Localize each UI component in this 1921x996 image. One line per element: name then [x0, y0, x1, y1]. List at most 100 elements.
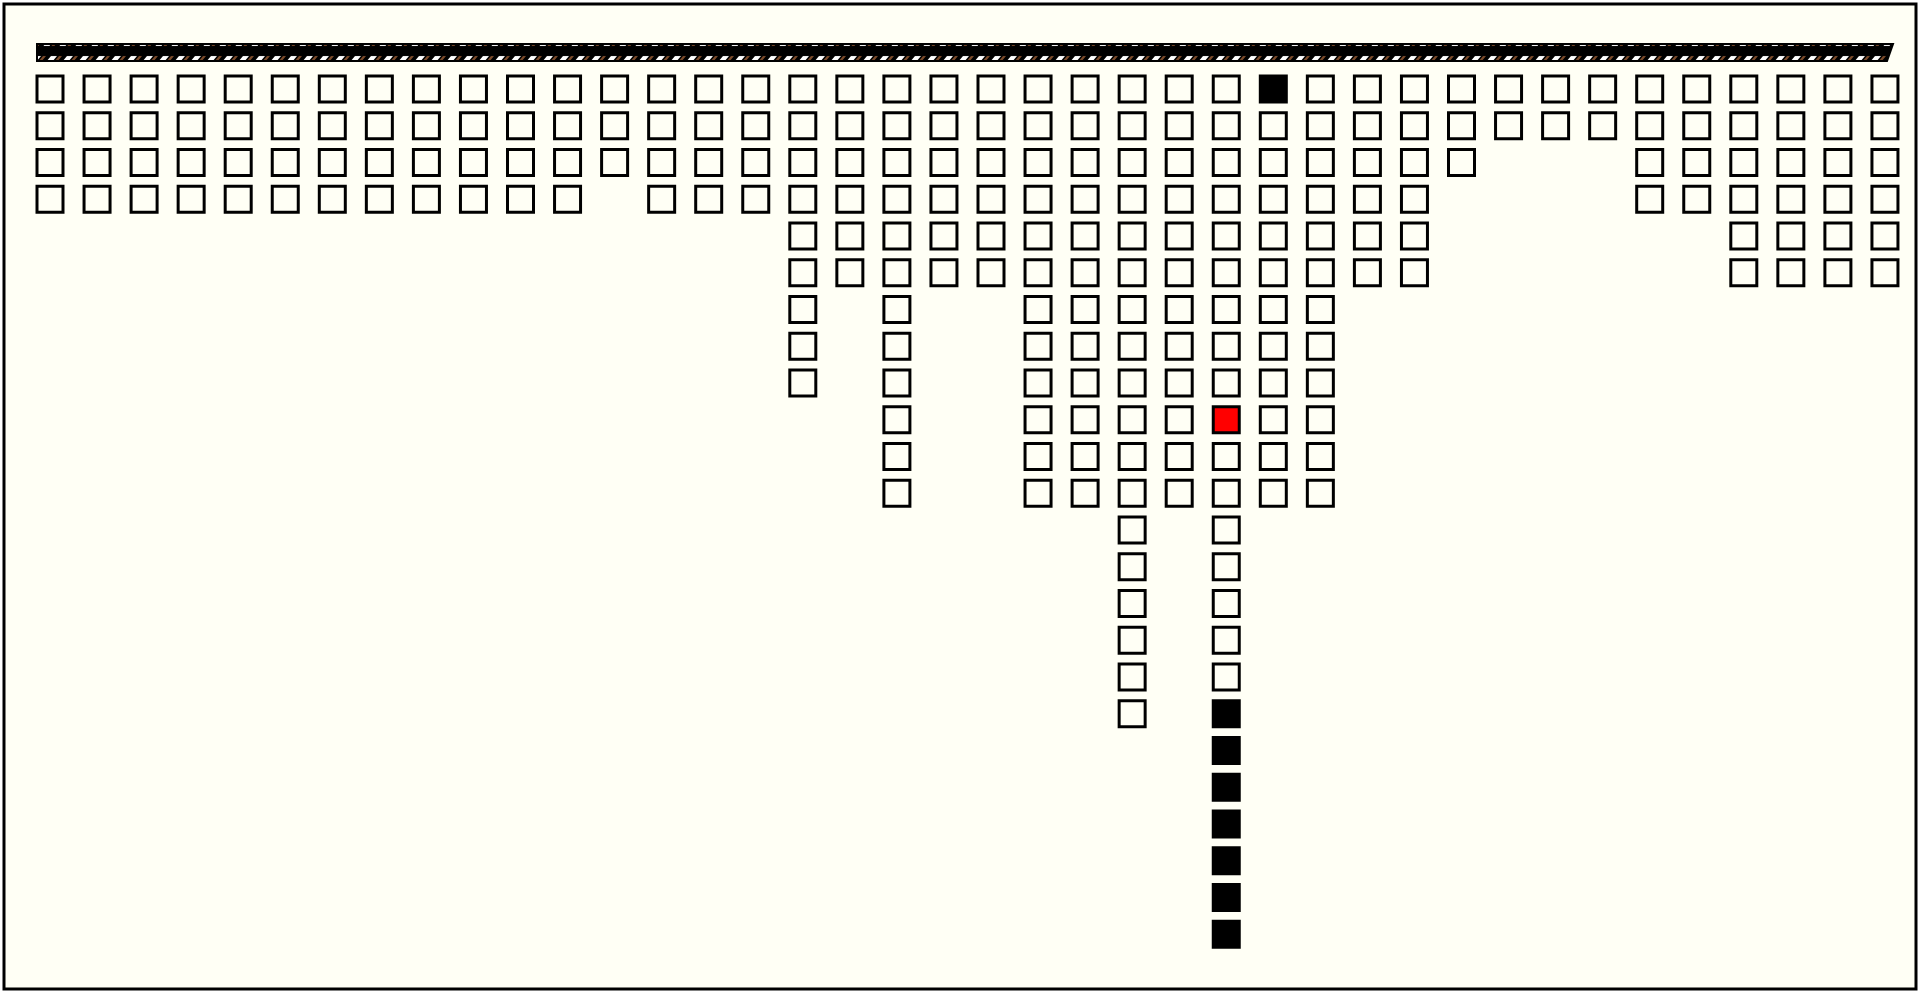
cell	[1164, 74, 1194, 104]
cell-grid	[35, 74, 1900, 949]
highlight-cell	[1211, 405, 1241, 435]
cell	[1117, 515, 1147, 545]
cell	[1070, 295, 1100, 324]
cell	[1682, 111, 1712, 141]
cell	[1776, 258, 1806, 288]
cell	[1023, 295, 1053, 324]
cell	[1823, 221, 1853, 251]
cell	[1023, 111, 1053, 141]
cell	[835, 184, 865, 214]
cell	[1117, 625, 1147, 655]
cell	[976, 184, 1006, 214]
cell	[129, 148, 159, 177]
cell	[82, 74, 112, 104]
cell	[694, 184, 724, 214]
cell	[1776, 111, 1806, 141]
cell	[1447, 74, 1476, 104]
cell	[788, 111, 818, 141]
cell	[1070, 258, 1100, 288]
cell	[1023, 184, 1053, 214]
cell	[176, 184, 206, 214]
cell	[1399, 258, 1429, 288]
cell	[1729, 258, 1759, 288]
cell	[1164, 442, 1194, 471]
cell	[1776, 74, 1806, 104]
cell	[364, 184, 394, 214]
cell	[35, 148, 65, 177]
cell	[1352, 148, 1382, 177]
cell	[1352, 258, 1382, 288]
filled-cell	[1211, 699, 1241, 729]
cell	[1117, 589, 1147, 618]
cell	[1635, 111, 1665, 141]
cell	[1682, 184, 1712, 214]
cell	[929, 111, 959, 141]
cell	[1635, 148, 1665, 177]
cell	[1164, 221, 1194, 251]
cell	[129, 111, 159, 141]
cell	[1258, 184, 1288, 214]
cell	[1070, 405, 1100, 435]
cell	[364, 148, 394, 177]
filled-cell	[1211, 809, 1241, 839]
cell	[882, 258, 912, 288]
cell	[1117, 184, 1147, 214]
cell	[1023, 74, 1053, 104]
cell	[1729, 74, 1759, 104]
cell	[506, 111, 535, 141]
cell	[317, 184, 347, 214]
cell	[270, 111, 300, 141]
cell	[1023, 442, 1053, 471]
cell	[458, 74, 488, 104]
cell	[270, 148, 300, 177]
cell	[458, 148, 488, 177]
cell	[223, 111, 253, 141]
cell	[1682, 74, 1712, 104]
cell	[1541, 74, 1571, 104]
cell	[1211, 331, 1241, 361]
cell	[223, 74, 253, 104]
cell	[1070, 478, 1100, 508]
cell	[411, 111, 441, 141]
filled-cell	[1211, 919, 1241, 949]
cell	[929, 184, 959, 214]
cell	[1117, 478, 1147, 508]
cell	[176, 148, 206, 177]
cell	[1023, 405, 1053, 435]
cell	[1070, 221, 1100, 251]
cell	[1776, 184, 1806, 214]
cell	[82, 184, 112, 214]
cell	[788, 295, 818, 324]
cell	[1117, 111, 1147, 141]
curtain-rail	[36, 43, 1895, 62]
cell	[1023, 258, 1053, 288]
cell	[1258, 221, 1288, 251]
cell	[647, 184, 677, 214]
cell	[1164, 405, 1194, 435]
cell	[929, 258, 959, 288]
cell	[741, 111, 771, 141]
cell	[1117, 405, 1147, 435]
cell	[1258, 331, 1288, 361]
cell	[506, 148, 535, 177]
cell	[1211, 442, 1241, 471]
cell	[1305, 478, 1335, 508]
cell	[1823, 258, 1853, 288]
cell	[1729, 184, 1759, 214]
cell	[929, 221, 959, 251]
cell	[1305, 148, 1335, 177]
cell	[317, 111, 347, 141]
cell	[741, 148, 771, 177]
cell	[788, 184, 818, 214]
cell	[458, 184, 488, 214]
cell	[600, 148, 630, 177]
cell	[223, 148, 253, 177]
cell	[129, 74, 159, 104]
cell	[1211, 552, 1241, 582]
cell	[1117, 295, 1147, 324]
cell	[647, 148, 677, 177]
cell	[1870, 111, 1900, 141]
cell	[1823, 184, 1853, 214]
cell	[1023, 478, 1053, 508]
cell	[1023, 331, 1053, 361]
